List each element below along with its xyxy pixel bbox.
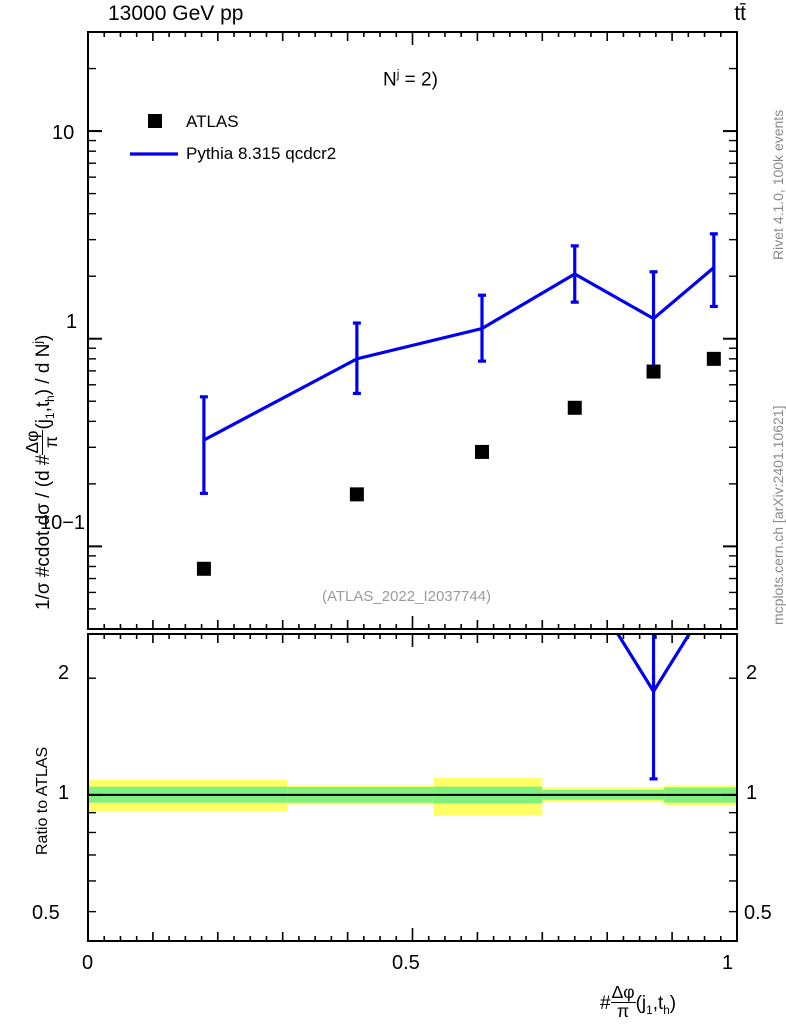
y-tick-label-10: 10 [52,122,75,144]
x-axis-label-part-3: (j [635,992,647,1014]
x-tick-label-0: 0 [82,952,94,974]
legend-label-atlas[interactable]: ATLAS [186,112,239,131]
mc-line-path [203,266,715,442]
ratio-tick-label-0p5-right: 0.5 [744,902,772,924]
data-marker-series [196,351,721,576]
x-axis-label-denominator: π [617,1000,630,1021]
main-panel-frame [87,31,738,630]
x-axis-label-numerator: Δφ [610,982,636,1003]
x-tick-label-0p5: 0.5 [392,952,420,974]
x-axis-label-part-7: ) [669,992,677,1014]
legend-markers [130,114,178,156]
analysis-watermark: (ATLAS_2022_I2037744) [322,588,492,605]
mc-prediction-curve [199,232,718,495]
y-tick-label-0p1: 10−1 [40,512,85,535]
x-tick-label-1: 1 [722,952,734,974]
x-axis-label-part-5: ,t [652,992,664,1014]
ratio-tick-label-2-right: 2 [746,662,758,684]
main-panel-ticks [87,31,738,630]
ratio-tick-label-2: 2 [58,662,70,684]
mc-ratio-curve [616,633,691,781]
x-axis-label-sub-2: h [663,1003,670,1017]
header-left-beam-label: 13000 GeV pp [108,2,244,25]
x-axis-label-fraction: Δφ π [610,982,636,1021]
panel-frames [87,31,738,942]
ratio-panel-frame [87,633,738,942]
x-axis-label-sub-1: 1 [646,1003,653,1017]
panel-title: Nj = 2) [383,68,438,91]
panel-title-superscript: j [396,68,400,81]
panel-title-n: N [383,69,397,91]
data-marker [706,351,721,366]
data-marker [567,400,582,415]
x-axis-label-part-0: # [600,992,611,1014]
header-right-process-label: tt̄ [734,2,746,25]
ratio-uncertainty-bands [88,778,737,816]
data-marker [349,487,364,502]
x-axis-label: # Δφ π (j1,th) [600,982,677,1021]
y-tick-label-0p1-text: 10−1 [40,512,86,534]
ratio-tick-label-1-right: 1 [746,782,758,804]
y-tick-label-1: 1 [66,311,78,333]
legend-marker-square-icon [148,114,162,128]
ratio-tick-label-0p5: 0.5 [32,902,60,924]
ratio-tick-label-1: 1 [58,782,70,804]
panel-title-rest: = 2) [399,69,438,91]
legend-label-pythia[interactable]: Pythia 8.315 qcdcr2 [186,144,337,163]
data-marker [646,364,661,379]
data-marker [475,444,490,459]
data-marker [196,561,211,576]
